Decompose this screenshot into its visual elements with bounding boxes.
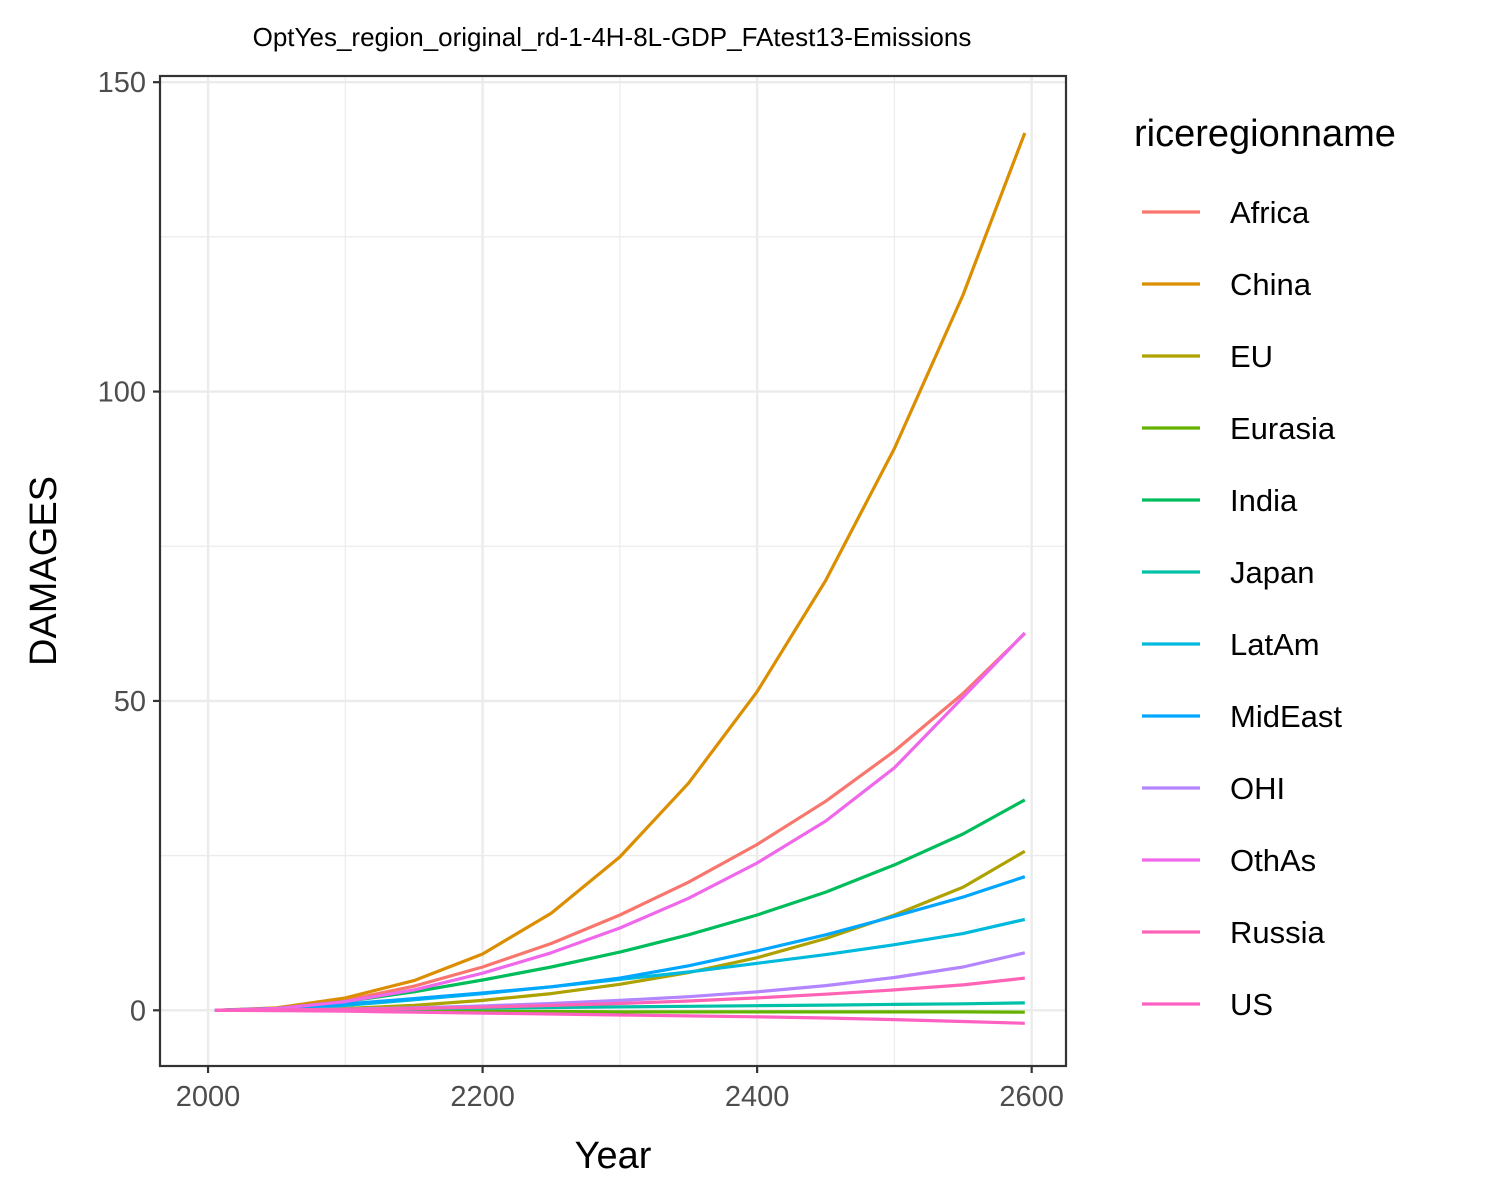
plot-border (158, 74, 1068, 1068)
legend-label-othas: OthAs (1230, 843, 1316, 878)
legend-label-china: China (1230, 267, 1312, 302)
x-axis-ticks: 2000 2200 2400 2600 (176, 1066, 1064, 1113)
y-axis-ticks: 0 50 100 150 (98, 67, 160, 1027)
chart-title: OptYes_region_original_rd-1-4H-8L-GDP_FA… (253, 22, 972, 52)
legend-label-latam: LatAm (1230, 627, 1320, 662)
series-line-russia (214, 976, 1025, 1012)
series-line-mideast (214, 875, 1026, 1012)
x-tick-label: 2400 (725, 1081, 790, 1113)
y-tick-label: 0 (130, 995, 146, 1027)
y-axis-title: DAMAGES (23, 476, 65, 666)
minor-gridlines (160, 76, 1066, 1066)
series-line-china (214, 132, 1027, 1012)
legend-label-india: India (1230, 483, 1298, 518)
series-lines (214, 132, 1027, 1025)
y-tick-label: 50 (114, 686, 146, 718)
legend-label-russia: Russia (1230, 915, 1326, 950)
series-line-othas (214, 631, 1026, 1012)
legend-label-eu: EU (1230, 339, 1273, 374)
y-tick-label: 150 (98, 67, 146, 99)
x-tick-label: 2000 (176, 1081, 241, 1113)
legend-label-africa: Africa (1230, 195, 1310, 230)
legend-label-us: US (1230, 987, 1273, 1022)
series-line-us (214, 1008, 1025, 1025)
y-tick-label: 100 (98, 377, 146, 409)
legend-label-eurasia: Eurasia (1230, 411, 1336, 446)
x-tick-label: 2600 (999, 1081, 1064, 1113)
legend-title: riceregionname (1134, 113, 1396, 155)
legend-label-mideast: MidEast (1230, 699, 1342, 734)
legend: Africa China EU Eurasia India Japan LatAm MidEa… (1142, 195, 1342, 1022)
legend-label-ohi: OHI (1230, 771, 1285, 806)
plot-panel (160, 76, 1066, 1066)
x-axis-title: Year (575, 1135, 652, 1177)
legend-label-japan: Japan (1230, 555, 1314, 590)
x-tick-label: 2200 (450, 1081, 515, 1113)
